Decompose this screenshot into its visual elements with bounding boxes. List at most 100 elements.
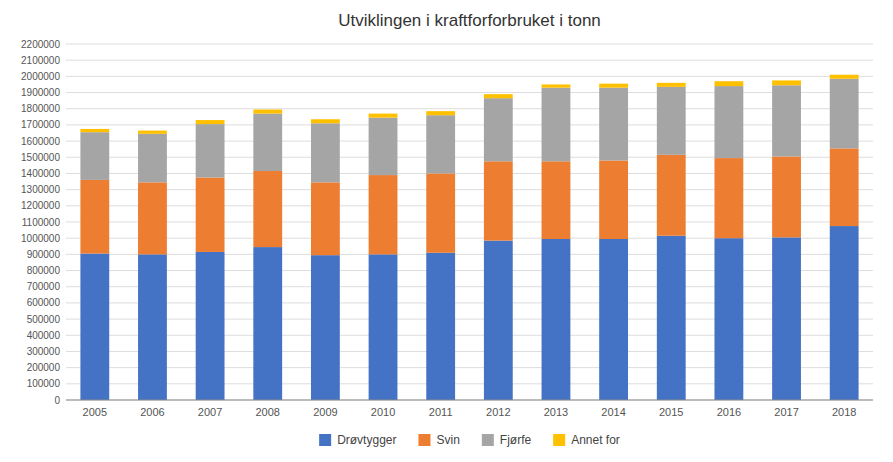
bar-segment xyxy=(196,124,225,177)
legend-label: Drøvtygger xyxy=(337,433,396,447)
grid-line xyxy=(66,173,873,174)
bar-segment xyxy=(830,79,859,149)
bar-segment xyxy=(369,114,398,118)
x-tick-label: 2013 xyxy=(544,406,568,418)
bar-segment xyxy=(311,119,340,123)
y-tick-label: 1300000 xyxy=(21,184,60,195)
x-axis: 2005200620072008200920102011201220132014… xyxy=(66,400,873,418)
grid-line xyxy=(66,108,873,109)
y-tick-label: 100000 xyxy=(27,378,61,389)
grid-line xyxy=(66,319,873,320)
y-tick-label: 800000 xyxy=(27,265,61,276)
grid-line xyxy=(66,205,873,206)
y-tick-label: 1200000 xyxy=(21,200,60,211)
y-tick-label: 1100000 xyxy=(22,217,61,228)
y-tick-label: 2100000 xyxy=(21,55,60,66)
grid xyxy=(66,44,873,400)
grid-line xyxy=(66,383,873,384)
bar-segment xyxy=(830,148,859,226)
bar-segment xyxy=(657,87,686,155)
bar-segment xyxy=(484,241,513,400)
bar-segment xyxy=(311,123,340,182)
bar-segment xyxy=(253,247,282,400)
bar-segment xyxy=(80,132,109,180)
bar-segment xyxy=(484,98,513,161)
y-tick-label: 600000 xyxy=(27,297,61,308)
bar-segment xyxy=(657,83,686,87)
grid-line xyxy=(66,400,873,401)
bar-segment xyxy=(426,173,455,252)
grid-line xyxy=(66,302,873,303)
chart-container: Utviklingen i kraftforforbruket i tonn 0 1… xyxy=(0,0,893,462)
bar-segment xyxy=(542,161,571,239)
bar-segment xyxy=(253,110,282,114)
chart-svg: Utviklingen i kraftforforbruket i tonn 0 1… xyxy=(0,0,893,462)
bar-segment xyxy=(80,180,109,254)
bar-segment xyxy=(772,80,801,85)
bar-segment xyxy=(830,226,859,400)
legend-label: Annet for xyxy=(571,433,620,447)
chart-title: Utviklingen i kraftforforbruket i tonn xyxy=(338,11,601,30)
bar-segment xyxy=(542,84,571,87)
legend-item: Fjørfe xyxy=(482,433,532,447)
grid-line xyxy=(66,141,873,142)
y-tick-label: 2200000 xyxy=(21,39,60,50)
bar-segment xyxy=(80,254,109,400)
y-tick-label: 1900000 xyxy=(21,87,60,98)
y-tick-label: 1600000 xyxy=(21,136,60,147)
bar-segment xyxy=(426,253,455,400)
bar-segment xyxy=(714,86,743,158)
legend-item: Svin xyxy=(418,433,459,447)
bars xyxy=(80,75,858,400)
legend-item: Annet for xyxy=(553,433,620,447)
bar-segment xyxy=(484,94,513,98)
grid-line xyxy=(66,286,873,287)
y-tick-label: 1500000 xyxy=(21,152,60,163)
y-tick-label: 1000000 xyxy=(21,233,60,244)
bar-segment xyxy=(426,111,455,115)
bar-segment xyxy=(138,134,167,183)
bar-segment xyxy=(714,238,743,400)
bar-segment xyxy=(311,255,340,400)
bar-segment xyxy=(772,85,801,156)
bar-segment xyxy=(369,175,398,254)
bar-segment xyxy=(138,182,167,254)
bar-segment xyxy=(484,161,513,240)
legend-item: Drøvtygger xyxy=(319,433,396,447)
x-tick-label: 2015 xyxy=(659,406,683,418)
legend-swatch xyxy=(319,434,331,446)
bar-segment xyxy=(253,114,282,171)
bar-segment xyxy=(599,161,628,239)
bar-segment xyxy=(369,118,398,175)
bar-segment xyxy=(599,239,628,400)
bar-segment xyxy=(196,120,225,124)
legend-swatch xyxy=(482,434,494,446)
bar-segment xyxy=(714,81,743,86)
grid-line xyxy=(66,335,873,336)
grid-line xyxy=(66,124,873,125)
y-tick-label: 1700000 xyxy=(21,119,60,130)
grid-line xyxy=(66,238,873,239)
x-tick-label: 2011 xyxy=(429,406,453,418)
bar-segment xyxy=(138,131,167,134)
bar-segment xyxy=(714,158,743,238)
legend: Drøvtygger Svin Fjørfe Annet for xyxy=(319,433,620,447)
bar-segment xyxy=(196,178,225,252)
x-tick-label: 2010 xyxy=(371,406,395,418)
y-tick-label: 200000 xyxy=(27,362,61,373)
grid-line xyxy=(66,76,873,77)
grid-line xyxy=(66,270,873,271)
x-tick-label: 2017 xyxy=(774,406,798,418)
bar-segment xyxy=(599,88,628,161)
y-tick-label: 0 xyxy=(54,395,60,406)
x-tick-label: 2016 xyxy=(717,406,741,418)
bar-segment xyxy=(599,84,628,88)
y-axis: 0100000200000300000400000500000600000700… xyxy=(21,39,60,406)
y-tick-label: 500000 xyxy=(27,314,61,325)
bar-segment xyxy=(542,239,571,400)
y-tick-label: 1400000 xyxy=(21,168,60,179)
grid-line xyxy=(66,222,873,223)
grid-line xyxy=(66,60,873,61)
page: {"chart_data": {"type": "bar", "stacked"… xyxy=(0,0,893,462)
grid-line xyxy=(66,44,873,45)
